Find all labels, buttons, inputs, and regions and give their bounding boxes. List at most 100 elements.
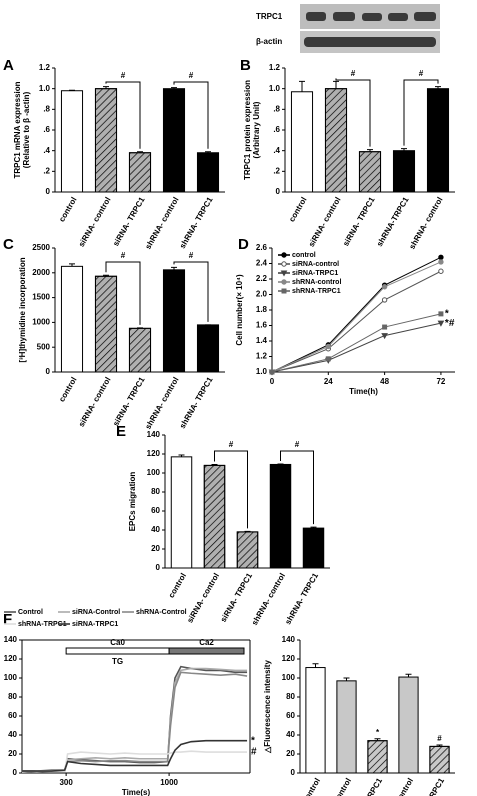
x-tick-label: control [287,196,308,224]
y-tick-label: 1.4 [256,336,268,345]
line [22,665,248,772]
error-bar [178,454,185,457]
x-tick-label: siRNA- TRPC1 [349,776,385,796]
y-axis-label: (Relative to β -actin) [22,91,31,168]
marker [438,311,444,317]
annotation: # [189,251,194,260]
marker [281,261,287,267]
x-tick-label: shRNA- control [143,376,180,431]
phase-box [168,647,245,655]
x-tick-label: control [57,376,78,404]
error-bar [137,151,143,153]
x-tick-label: shRNA-TRPC1 [375,195,411,248]
x-tick-label: shRNA- TRPC1 [178,195,215,250]
line [271,256,442,373]
error-bar [205,151,211,153]
y-tick-label: 1500 [32,293,50,302]
error-bar [343,677,350,681]
annotation: * [251,735,255,746]
x-axis-label: Time(s) [122,788,151,796]
bracket [105,81,141,149]
bar [60,265,84,373]
y-tick-label: 1.2 [39,63,51,72]
x-tick-label: 24 [324,377,333,386]
x-tick-label: siRNA- control [317,777,353,796]
marker [381,297,388,303]
bar-hatch [94,88,118,193]
x-tick-label: control [57,196,78,224]
blot-band [333,12,355,21]
legend-label: siRNA-control [292,261,339,268]
x-tick-label: shRNA- TRPC1 [178,375,215,430]
legend-label: shRNA-TRPC1 [18,621,67,628]
y-axis-label: TRPC1 protein expression [243,80,252,180]
x-tick-label: shRNA- control [250,572,287,627]
line [271,313,442,373]
y-tick-label: 2500 [32,243,50,252]
y-tick-label: 1.0 [256,367,268,376]
x-tick-label: shRNA- TRPC1 [283,571,320,626]
error-bar [69,263,75,267]
error-bar [310,526,317,529]
y-tick-label: .4 [273,146,280,155]
bar [162,88,186,193]
y-tick-label: 0 [291,768,296,777]
bar [162,269,186,373]
error-bar [103,86,109,89]
y-tick-label: 80 [286,692,295,701]
legend-label: shRNA-Control [136,609,187,616]
y-tick-label: 20 [286,749,295,758]
panel-label: A [3,57,14,74]
bar-hatch [324,88,348,193]
legend-label: Control [18,609,43,616]
x-tick-label: 72 [436,377,445,386]
y-tick-label: 100 [282,673,296,682]
y-tick-label: 60 [151,506,160,515]
line [22,739,248,772]
blot-band [306,12,326,21]
x-tick-label: siRNA- TRPC1 [341,195,377,248]
line [271,322,442,373]
y-tick-label: 100 [4,673,18,682]
y-tick-label: 120 [147,449,161,458]
y-tick-label: 2.6 [256,243,268,252]
y-tick-label: .8 [273,104,280,113]
error-bar [333,80,339,89]
y-tick-label: 1000 [32,318,50,327]
x-tick-label: shRNA- TRPC1 [409,776,446,796]
error-bar [103,274,109,277]
error-bar [211,463,218,466]
annotation: # [229,440,234,449]
phase-label: Ca2 [199,638,214,647]
y-tick-label: 0 [13,768,18,777]
bar-hatch [203,464,226,569]
x-tick-label: 1000 [160,778,178,787]
annotation: # [121,251,126,260]
annotation: # [251,747,257,758]
legend-label: shRNA-TRPC1 [292,288,341,295]
y-tick-label: 1.6 [256,321,268,330]
error-bar [69,89,75,91]
error-bar [435,86,441,89]
marker [438,268,444,274]
blot-label: TRPC1 [256,12,283,21]
y-axis-label: Cell number(× 10⁴) [235,274,244,346]
western-blot: TRPC1 β-actin [256,4,440,53]
bar [196,152,220,193]
y-axis-label: △Fluorescence intensity [263,660,272,754]
y-tick-label: 2.0 [256,290,268,299]
line [271,261,442,373]
y-tick-label: 1.8 [256,305,268,314]
x-tick-label: shRNA- control [378,777,415,796]
y-axis-label: (Arbitrary Unit) [252,101,261,158]
bar [60,90,84,193]
y-axis-label: TRPC1 mRNA expression [13,81,22,178]
y-tick-label: 120 [4,654,18,663]
x-tick-label: siRNA- TRPC1 [111,375,147,428]
x-tick-label: siRNA- control [77,196,113,249]
line [22,671,248,772]
bracket [105,261,141,325]
annotation: # [189,71,194,80]
bar-hatch [236,531,259,569]
phase-label: Ca0 [110,638,125,647]
